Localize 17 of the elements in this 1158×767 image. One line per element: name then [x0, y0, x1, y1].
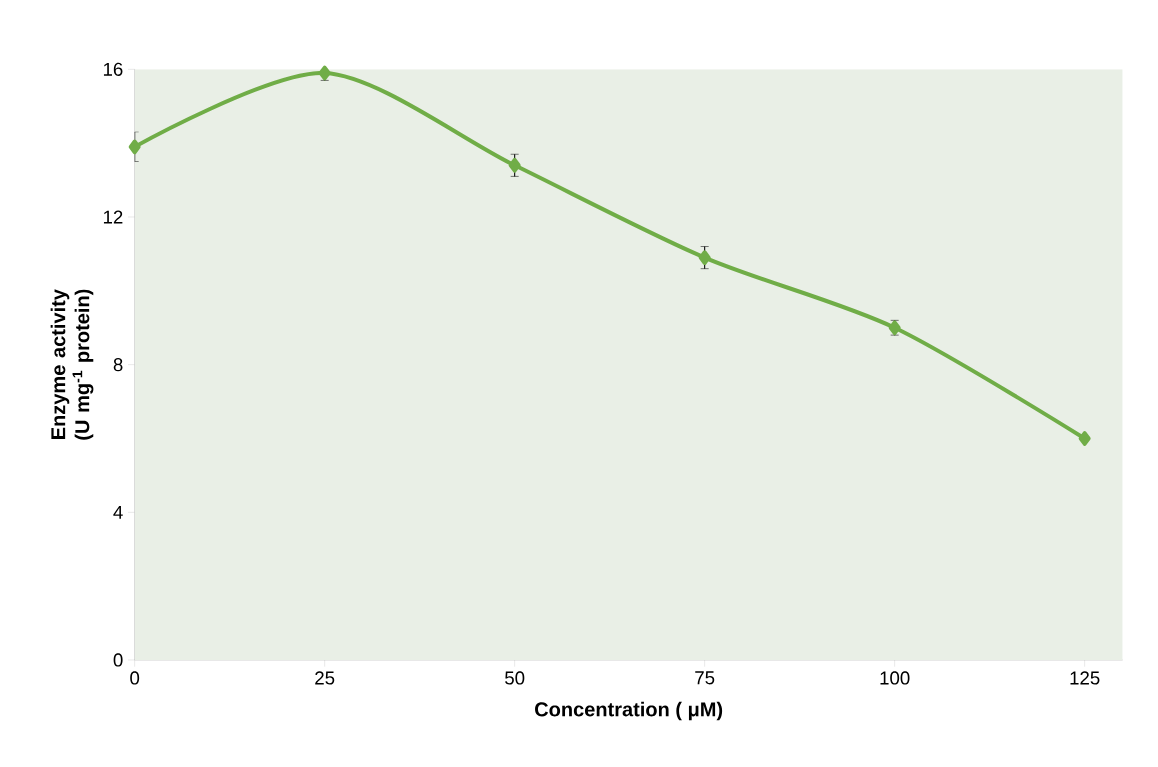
y-tick-label: 16	[103, 62, 123, 76]
x-tick-label: 125	[1070, 671, 1100, 685]
point	[1078, 431, 1091, 446]
point	[128, 139, 141, 155]
x-tick-label: 75	[695, 671, 715, 685]
x-tick-label: 0	[130, 671, 140, 685]
point	[508, 157, 521, 173]
y-tick-label: 4	[113, 505, 123, 519]
x-axis-title: Concentration ( μM)	[535, 701, 723, 721]
point	[318, 65, 331, 81]
y-tick-label: 12	[103, 210, 123, 224]
y-tick-label: 0	[113, 653, 123, 667]
x-tick-label: 100	[880, 671, 910, 685]
point	[698, 250, 711, 265]
x-tick-label: 50	[505, 671, 525, 685]
y-tick-label: 8	[113, 358, 123, 372]
x-tick-label: 25	[315, 671, 335, 685]
